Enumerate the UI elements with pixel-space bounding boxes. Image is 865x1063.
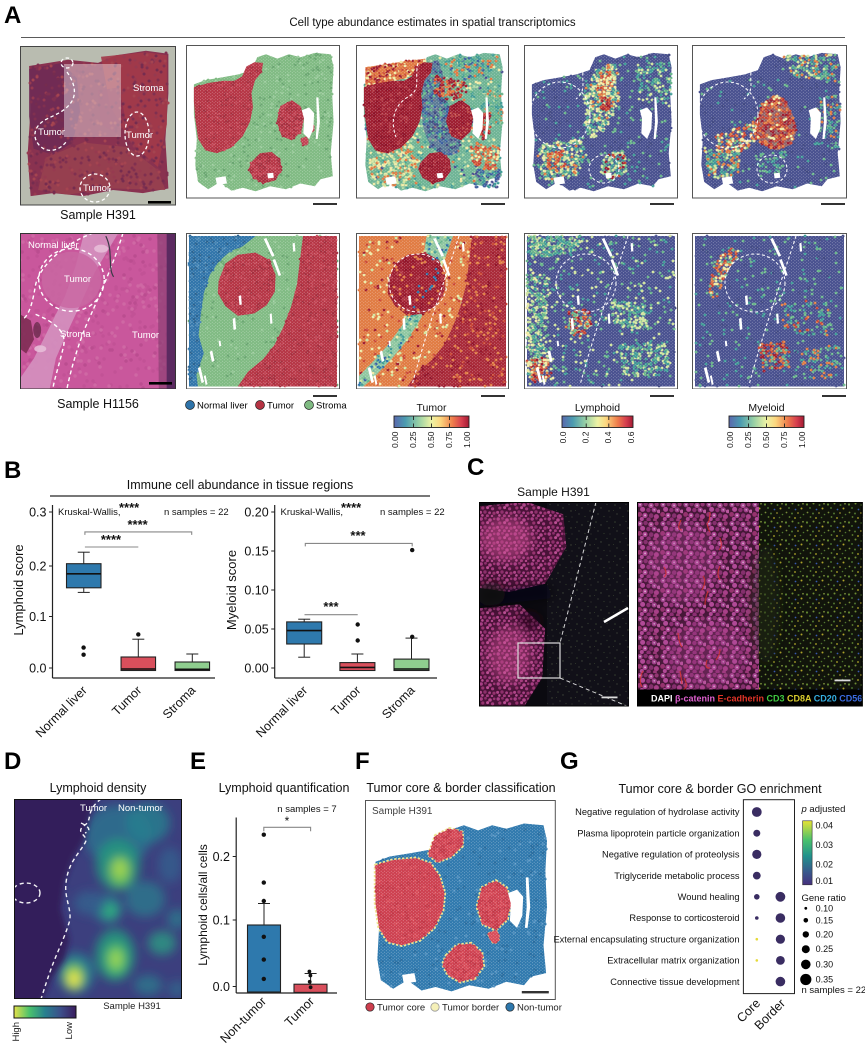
svg-text:Tumor: Tumor: [80, 803, 107, 814]
svg-text:Tumor: Tumor: [126, 130, 153, 141]
svg-text:0.50: 0.50: [761, 431, 771, 448]
svg-text:Tumor: Tumor: [64, 274, 91, 285]
svg-text:Non-tumor: Non-tumor: [118, 803, 163, 814]
svg-text:0.30: 0.30: [816, 959, 834, 969]
svg-text:Stroma: Stroma: [60, 329, 91, 340]
svg-text:0.03: 0.03: [816, 840, 834, 850]
svg-text:Response to corticosteroid: Response to corticosteroid: [629, 913, 739, 923]
svg-text:Tumor core: Tumor core: [377, 1003, 425, 1014]
svg-text:Negative regulation of hydrola: Negative regulation of hydrolase activit…: [575, 807, 740, 817]
svg-text:****: ****: [127, 517, 148, 532]
svg-text:0.00: 0.00: [390, 431, 400, 448]
svg-text:Stroma: Stroma: [316, 401, 347, 412]
svg-text:Wound healing: Wound healing: [678, 892, 740, 902]
svg-text:0.02: 0.02: [816, 860, 834, 870]
svg-text:Stroma: Stroma: [133, 83, 164, 94]
svg-text:0.75: 0.75: [444, 431, 454, 448]
svg-text:Non-tumor: Non-tumor: [217, 994, 269, 1046]
svg-text:DAPI β-catenin E-cadherin CD3: DAPI β-catenin E-cadherin CD3 CD8A CD20 …: [651, 694, 862, 704]
svg-text:*: *: [285, 814, 290, 828]
svg-text:Normal liver: Normal liver: [197, 401, 248, 412]
svg-text:0.0: 0.0: [213, 980, 230, 994]
svg-text:0.50: 0.50: [426, 431, 436, 448]
svg-text:Extracellular matrix organizat: Extracellular matrix organization: [607, 956, 739, 966]
svg-text:Normal liver: Normal liver: [33, 683, 90, 740]
svg-text:0.1: 0.1: [213, 914, 230, 928]
svg-text:0.20: 0.20: [816, 929, 834, 939]
svg-text:n samples = 22: n samples = 22: [802, 985, 865, 996]
svg-text:p adjusted: p adjusted: [801, 804, 846, 815]
svg-text:External encapsulating structu: External encapsulating structure organiz…: [553, 934, 739, 944]
svg-text:Tumor: Tumor: [282, 994, 317, 1029]
svg-text:Stroma: Stroma: [160, 683, 198, 721]
svg-text:****: ****: [341, 500, 362, 515]
svg-text:****: ****: [119, 500, 140, 515]
svg-text:Tumor: Tumor: [38, 127, 65, 138]
svg-text:****: ****: [101, 532, 122, 547]
svg-text:Tumor border: Tumor border: [442, 1003, 499, 1014]
svg-text:0.0: 0.0: [558, 431, 568, 443]
svg-text:0.01: 0.01: [816, 876, 834, 886]
svg-text:Normal liver: Normal liver: [28, 240, 79, 251]
svg-text:n samples = 22: n samples = 22: [164, 507, 229, 518]
svg-text:0.15: 0.15: [816, 915, 834, 925]
svg-text:Connective tissue development: Connective tissue development: [610, 977, 740, 987]
svg-text:Stroma: Stroma: [379, 683, 417, 721]
svg-text:Tumor: Tumor: [132, 330, 159, 341]
svg-text:0.04: 0.04: [816, 820, 834, 830]
svg-text:0.1: 0.1: [29, 610, 46, 624]
svg-text:0.2: 0.2: [29, 560, 46, 574]
svg-text:High: High: [11, 1022, 22, 1042]
svg-text:Myeloid score: Myeloid score: [224, 550, 239, 630]
svg-text:Tumor: Tumor: [83, 183, 110, 194]
svg-text:0.00: 0.00: [725, 431, 735, 448]
svg-text:Tumor: Tumor: [328, 683, 363, 718]
svg-text:0.05: 0.05: [244, 623, 268, 637]
svg-text:1.00: 1.00: [797, 431, 807, 448]
svg-text:0.00: 0.00: [244, 662, 268, 676]
svg-text:0.35: 0.35: [816, 975, 834, 985]
svg-text:***: ***: [323, 599, 339, 614]
svg-text:0.10: 0.10: [816, 903, 834, 913]
svg-text:Plasma lipoprotein particle or: Plasma lipoprotein particle organization: [577, 828, 739, 838]
svg-text:Negative regulation of proteol: Negative regulation of proteolysis: [602, 850, 740, 860]
svg-text:Lymphoid score: Lymphoid score: [11, 544, 26, 635]
svg-text:0.0: 0.0: [29, 662, 46, 676]
svg-text:0.75: 0.75: [779, 431, 789, 448]
svg-text:0.25: 0.25: [408, 431, 418, 448]
svg-text:Tumor: Tumor: [109, 683, 144, 718]
svg-text:0.4: 0.4: [603, 431, 613, 443]
svg-text:1.00: 1.00: [462, 431, 472, 448]
svg-text:0.25: 0.25: [816, 944, 834, 954]
svg-text:Normal liver: Normal liver: [253, 683, 310, 740]
svg-text:Kruskal-Wallis,: Kruskal-Wallis,: [281, 507, 343, 518]
svg-text:0.20: 0.20: [244, 506, 268, 520]
svg-text:n samples = 22: n samples = 22: [380, 507, 445, 518]
svg-text:Lymphoid cells/all cells: Lymphoid cells/all cells: [196, 844, 210, 966]
svg-text:0.2: 0.2: [580, 431, 590, 443]
svg-text:Triglyceride metabolic process: Triglyceride metabolic process: [614, 871, 740, 881]
svg-text:***: ***: [350, 528, 366, 543]
svg-text:Non-tumor: Non-tumor: [517, 1003, 562, 1014]
svg-text:Kruskal-Wallis,: Kruskal-Wallis,: [58, 507, 120, 518]
svg-text:Tumor: Tumor: [267, 401, 294, 412]
svg-text:0.3: 0.3: [29, 506, 46, 520]
svg-text:Low: Low: [64, 1022, 75, 1040]
svg-text:0.6: 0.6: [626, 431, 636, 443]
svg-text:0.2: 0.2: [213, 850, 230, 864]
svg-text:0.10: 0.10: [244, 584, 268, 598]
svg-text:0.25: 0.25: [743, 431, 753, 448]
svg-text:0.15: 0.15: [244, 545, 268, 559]
